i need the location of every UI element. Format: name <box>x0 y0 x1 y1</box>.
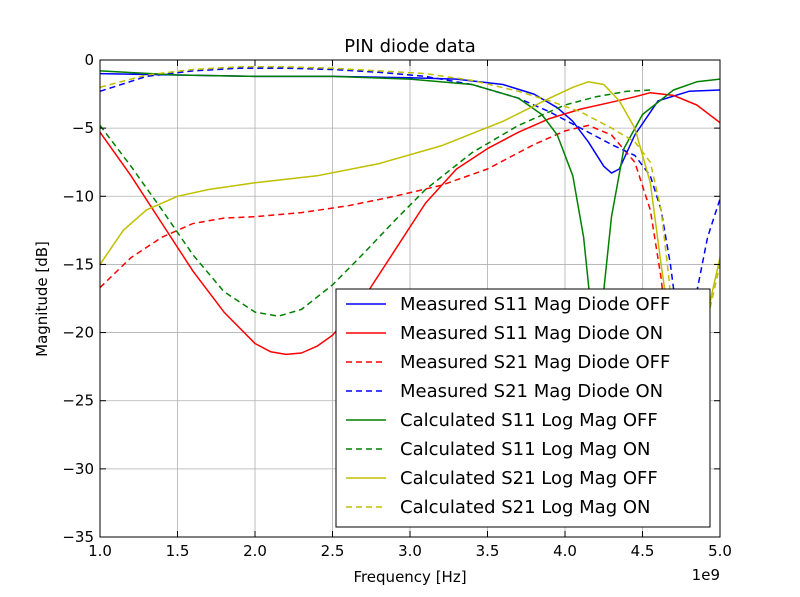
legend-label: Calculated S11 Log Mag ON <box>400 439 650 460</box>
x-tick-label: 1.0 <box>88 542 112 560</box>
series-line-6 <box>100 89 651 317</box>
chart-title: PIN diode data <box>344 36 476 57</box>
x-tick-label: 5.0 <box>708 542 732 560</box>
y-tick-label: −15 <box>62 255 94 273</box>
y-tick-label: −35 <box>62 528 94 546</box>
y-axis-label: Magnitude [dB] <box>33 241 51 357</box>
legend-label: Measured S11 Mag Diode OFF <box>400 294 670 315</box>
x-axis-label: Frequency [Hz] <box>353 568 466 586</box>
x-tick-label: 4.0 <box>553 542 577 560</box>
x-tick-label: 4.5 <box>631 542 655 560</box>
y-tick-label: −25 <box>62 392 94 410</box>
x-axis-offset: 1e9 <box>692 566 720 584</box>
legend-label: Measured S21 Mag Diode ON <box>400 381 663 402</box>
y-tick-label: −30 <box>62 460 94 478</box>
series-line-4 <box>100 67 720 327</box>
series-line-3 <box>100 124 683 510</box>
y-tick-label: −5 <box>72 119 94 137</box>
x-tick-label: 3.0 <box>398 542 422 560</box>
ticks: 1.0 1.5 2.0 2.5 3.0 3.5 4.0 4.5 5.0 0 −5 −10 −15 −20 −… <box>62 51 732 560</box>
legend-label: Calculated S21 Log Mag ON <box>400 497 650 518</box>
y-tick-label: −20 <box>62 324 94 342</box>
legend-box <box>335 288 711 528</box>
legend: Measured S11 Mag Diode OFF Measured S11 M… <box>335 288 711 528</box>
y-tick-label: −10 <box>62 187 94 205</box>
series-line-5 <box>100 70 720 361</box>
x-tick-label: 1.5 <box>166 542 190 560</box>
y-tick-label: 0 <box>84 51 94 69</box>
legend-label: Calculated S11 Log Mag OFF <box>400 410 658 431</box>
legend-label: Measured S21 Mag Diode OFF <box>400 352 670 373</box>
legend-label: Calculated S21 Log Mag OFF <box>400 468 658 489</box>
x-tick-label: 2.5 <box>321 542 345 560</box>
x-tick-label: 3.5 <box>476 542 500 560</box>
series-line-2 <box>100 91 720 356</box>
x-tick-label: 2.0 <box>243 542 267 560</box>
legend-label: Measured S11 Mag Diode ON <box>400 323 663 344</box>
